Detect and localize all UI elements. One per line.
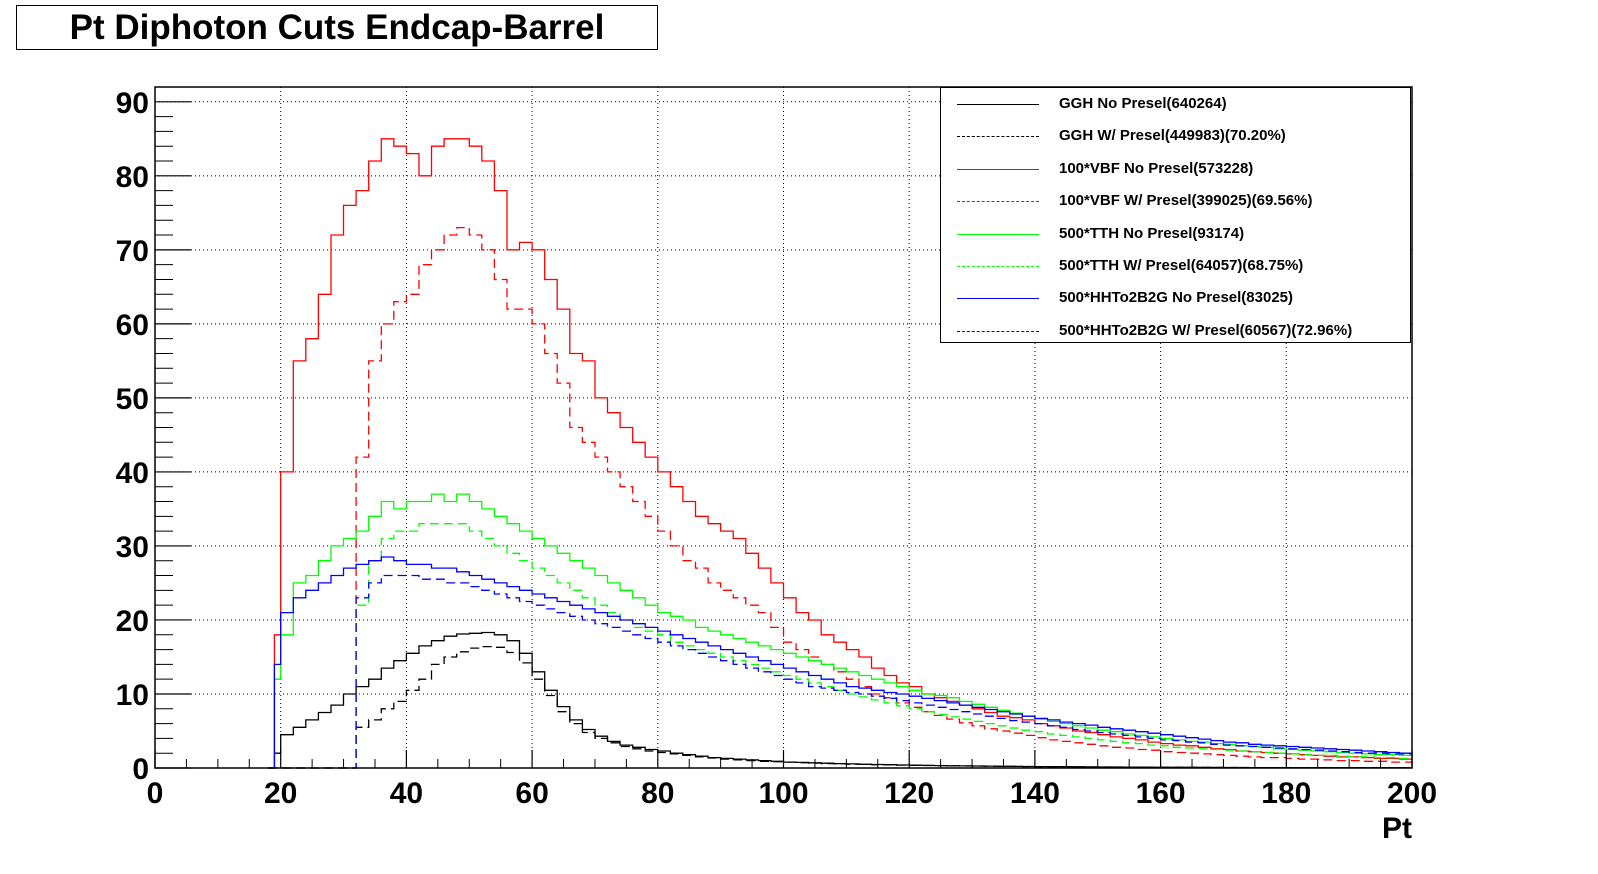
y-tick-label: 70 [116, 235, 149, 268]
legend-entry: 500*HHTo2B2G No Presel(83025) [941, 283, 1410, 315]
series-line [268, 645, 1412, 769]
legend-entry: 100*VBF W/ Presel(399025)(69.56%) [941, 186, 1410, 218]
series-line [268, 556, 1412, 769]
y-tick-label: 30 [116, 531, 149, 564]
legend-label: 500*TTH No Presel(93174) [1059, 224, 1245, 242]
x-tick-label: 0 [147, 777, 164, 810]
x-tick-label: 60 [515, 777, 548, 810]
x-tick-label: 180 [1261, 777, 1311, 810]
x-tick-label: 160 [1136, 777, 1186, 810]
legend-line-sample [957, 298, 1039, 300]
y-tick-label: 80 [116, 161, 149, 194]
legend-label: 500*HHTo2B2G No Presel(83025) [1059, 289, 1293, 307]
y-tick-label: 60 [116, 309, 149, 342]
y-tick-label: 90 [116, 87, 149, 120]
legend-entry: 100*VBF No Presel(573228) [941, 154, 1410, 186]
x-tick-label: 200 [1387, 777, 1437, 810]
y-tick-label: 10 [116, 679, 149, 712]
legend-entry: GGH No Presel(640264) [941, 89, 1410, 121]
x-tick-label: 40 [390, 777, 423, 810]
x-tick-label: 140 [1010, 777, 1060, 810]
legend-label: GGH W/ Presel(449983)(70.20%) [1059, 127, 1286, 145]
x-tick-label: 20 [264, 777, 297, 810]
legend-label: 500*TTH W/ Presel(64057)(68.75%) [1059, 257, 1304, 274]
series-line [268, 523, 1412, 769]
series-line [268, 631, 1412, 769]
legend: GGH No Presel(640264) GGH W/ Presel(44998… [940, 87, 1411, 343]
x-tick-label: 80 [641, 777, 674, 810]
series-line [268, 493, 1413, 769]
legend-label: 500*HHTo2B2G W/ Presel(60567)(72.96%) [1059, 321, 1353, 339]
legend-line-sample [957, 266, 1039, 267]
x-tick-label: 100 [758, 777, 808, 810]
chart-title: Pt Diphoton Cuts Endcap-Barrel [16, 5, 658, 50]
legend-line-sample [957, 104, 1039, 105]
legend-line-sample [957, 136, 1039, 138]
series-line [268, 574, 1413, 769]
legend-entry: GGH W/ Presel(449983)(70.20%) [941, 121, 1410, 153]
y-tick-label: 20 [116, 605, 149, 638]
legend-line-sample [957, 168, 1039, 170]
legend-entry: 500*TTH W/ Presel(64057)(68.75%) [941, 251, 1410, 283]
y-tick-label: 40 [116, 457, 149, 490]
legend-line-sample [957, 233, 1039, 235]
legend-label: 100*VBF W/ Presel(399025)(69.56%) [1059, 192, 1313, 210]
y-tick-label: 0 [132, 753, 149, 786]
x-axis-title: Pt [1382, 812, 1412, 845]
y-tick-label: 50 [116, 383, 149, 416]
axis-ticks [154, 101, 1413, 769]
legend-label: GGH No Presel(640264) [1059, 95, 1227, 112]
legend-line-sample [957, 330, 1039, 332]
legend-entry: 500*HHTo2B2G W/ Presel(60567)(72.96%) [941, 316, 1410, 348]
grid-lines [155, 87, 1412, 768]
legend-entry: 500*TTH No Presel(93174) [941, 219, 1410, 251]
legend-line-sample [957, 201, 1039, 203]
x-tick-label: 120 [884, 777, 934, 810]
legend-label: 100*VBF No Presel(573228) [1059, 159, 1254, 177]
tick-labels: 0 20 40 60 80 100 120 140 160 180 200 0 10 20 30 40 50 60… [116, 87, 1437, 810]
series-line [268, 138, 1412, 769]
